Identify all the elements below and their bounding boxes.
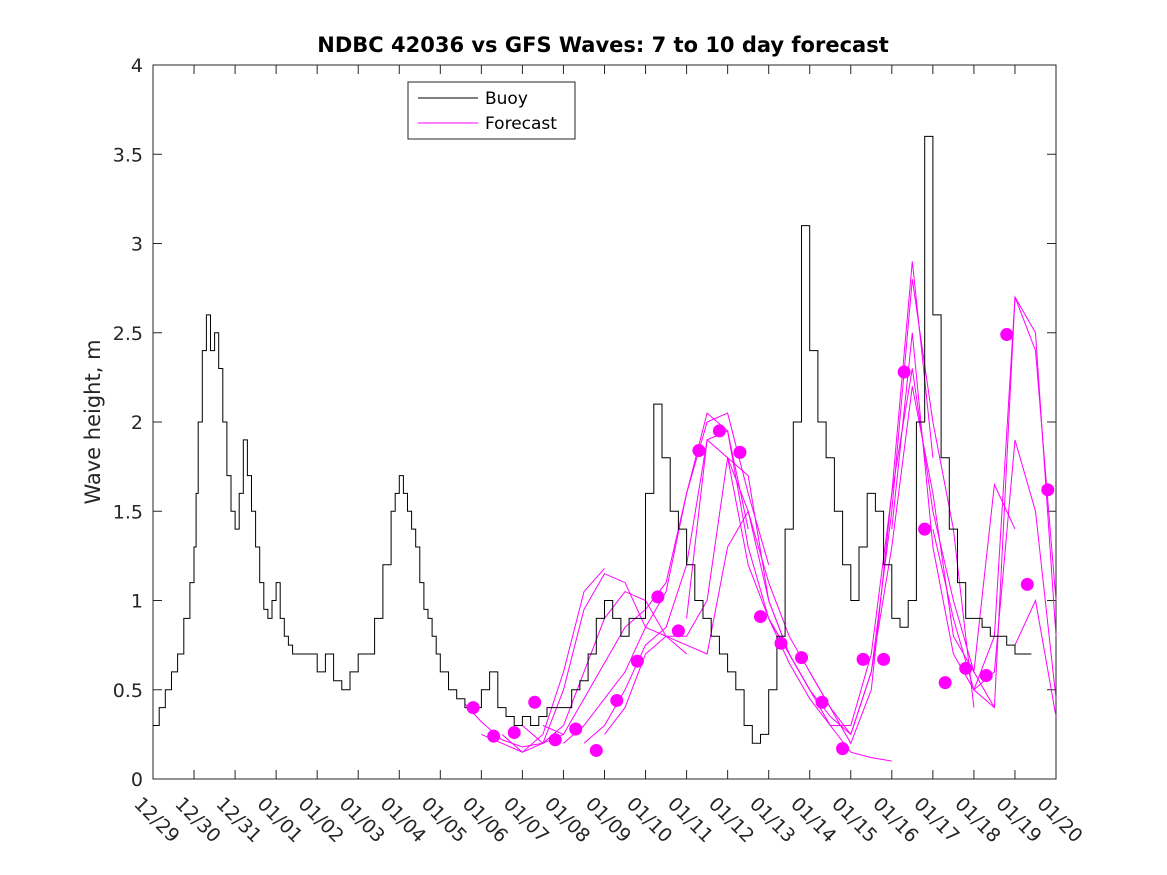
forecast-line — [501, 573, 646, 753]
x-tick-label: 01/14 — [786, 793, 840, 847]
forecast-marker — [487, 729, 501, 743]
forecast-marker — [959, 661, 973, 675]
x-tick-label: 01/11 — [663, 793, 717, 847]
x-tick-label: 01/05 — [417, 793, 471, 847]
legend-box — [407, 81, 576, 140]
chart-title: NDBC 42036 vs GFS Waves: 7 to 10 day for… — [317, 33, 888, 57]
x-tick-label: 01/07 — [499, 793, 553, 847]
forecast-marker — [692, 444, 706, 458]
forecast-line — [1014, 598, 1057, 717]
forecast-line — [563, 412, 770, 744]
forecast-marker — [610, 693, 624, 707]
x-tick-label: 01/03 — [335, 793, 389, 847]
forecast-marker — [1020, 577, 1034, 591]
y-tick-label: 0.5 — [113, 680, 143, 702]
forecast-marker — [795, 651, 809, 665]
y-tick-label: 2 — [131, 412, 143, 434]
x-tick-label: 01/12 — [704, 793, 758, 847]
forecast-markers — [466, 328, 1055, 757]
forecast-marker — [1041, 483, 1055, 497]
forecast-line — [850, 386, 1016, 735]
y-axis-label: Wave height, m — [81, 339, 105, 504]
x-tick-label: 12/31 — [212, 793, 266, 847]
forecast-line — [932, 295, 1057, 709]
x-tick-label: 01/10 — [622, 793, 676, 847]
forecast-marker — [753, 610, 767, 624]
y-axis: 0 0.5 1 1.5 2 2.5 3 3.5 4 — [113, 55, 1056, 791]
forecast-line — [481, 568, 605, 753]
x-tick-label: 12/29 — [129, 793, 183, 847]
x-tick-label: 01/20 — [1032, 793, 1086, 847]
forecast-marker — [877, 652, 891, 666]
forecast-marker — [528, 695, 542, 709]
forecast-marker — [548, 733, 562, 747]
x-tick-label: 01/02 — [294, 793, 348, 847]
x-tick-label: 01/13 — [745, 793, 799, 847]
y-tick-label: 1.5 — [113, 501, 143, 523]
forecast-marker — [651, 590, 665, 604]
forecast-marker — [569, 722, 583, 736]
y-tick-label: 3.5 — [113, 144, 143, 166]
x-tick-label: 01/04 — [376, 793, 430, 847]
forecast-marker — [774, 636, 788, 650]
forecast-marker — [733, 445, 747, 459]
y-tick-label: 2.5 — [113, 323, 143, 345]
x-tick-label: 01/17 — [909, 793, 963, 847]
forecast-line — [686, 438, 892, 762]
forecast-marker — [979, 668, 993, 682]
forecast-marker — [897, 365, 911, 379]
buoy-line — [153, 135, 1032, 744]
x-tick-label: 01/16 — [868, 793, 922, 847]
x-tick-label: 01/01 — [253, 793, 307, 847]
forecast-marker — [507, 726, 521, 740]
y-tick-label: 1 — [131, 591, 143, 613]
x-tick-label: 01/09 — [581, 793, 635, 847]
forecast-marker — [712, 424, 726, 438]
buoy-series — [153, 135, 1032, 744]
forecast-marker — [938, 676, 952, 690]
forecast-marker — [589, 743, 603, 757]
x-tick-label: 01/15 — [827, 793, 881, 847]
x-tick-label: 01/19 — [991, 793, 1045, 847]
forecast-marker — [671, 624, 685, 638]
forecast-marker — [1000, 328, 1014, 342]
x-tick-label: 01/18 — [950, 793, 1004, 847]
forecast-marker — [856, 652, 870, 666]
forecast-marker — [918, 522, 932, 536]
legend: Buoy Forecast — [407, 81, 576, 140]
y-tick-label: 4 — [131, 55, 143, 77]
legend-buoy-label: Buoy — [485, 89, 528, 109]
forecast-marker — [836, 742, 850, 756]
x-tick-label: 12/30 — [171, 793, 225, 847]
legend-forecast-label: Forecast — [485, 114, 557, 134]
y-tick-label: 3 — [131, 234, 143, 256]
x-tick-label: 01/08 — [540, 793, 594, 847]
forecast-marker — [815, 695, 829, 709]
x-tick-label: 01/06 — [458, 793, 512, 847]
forecast-line — [727, 261, 934, 726]
plot-area — [152, 64, 1057, 780]
forecast-marker — [630, 654, 644, 668]
y-tick-label: 0 — [131, 769, 143, 791]
forecast-marker — [466, 701, 480, 715]
